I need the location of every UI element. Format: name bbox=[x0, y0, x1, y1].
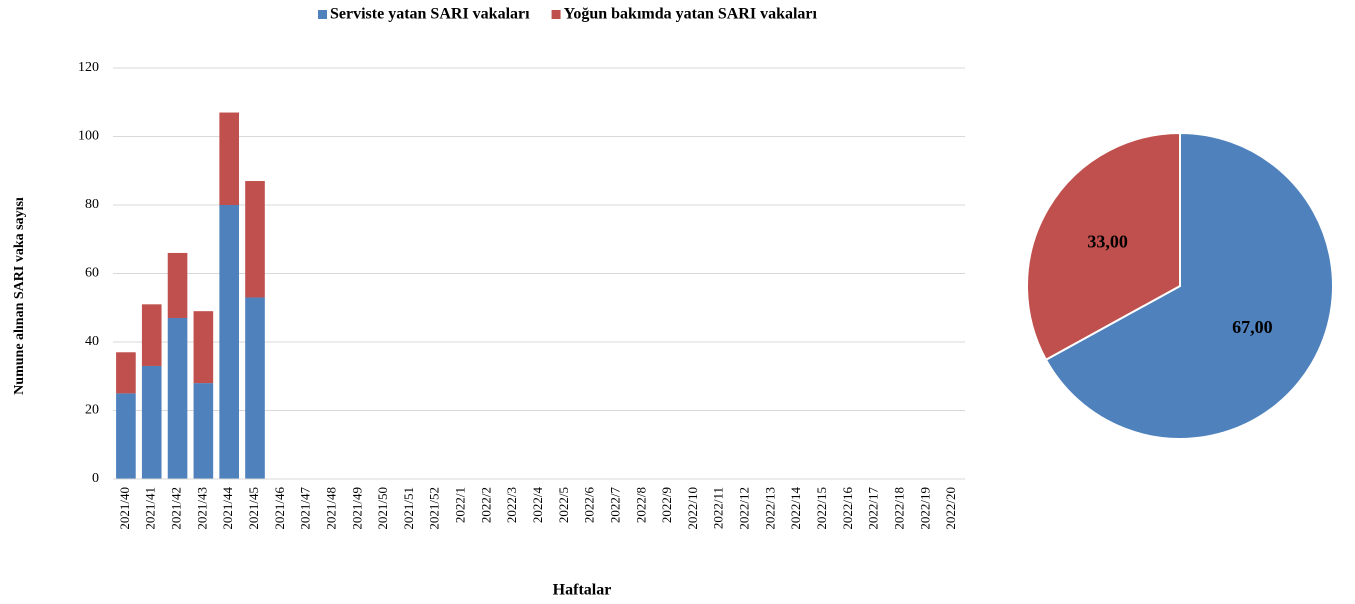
x-tick-label: 2021/47 bbox=[298, 487, 313, 530]
pie-slice bbox=[1044, 131, 1334, 440]
bar bbox=[245, 181, 265, 298]
x-tick-label: 2022/17 bbox=[866, 487, 881, 530]
x-tick-label: 2022/6 bbox=[582, 487, 597, 524]
bar bbox=[219, 205, 239, 479]
x-tick-label: 2021/41 bbox=[143, 487, 158, 530]
legend-label: Serviste yatan SARI vakaları bbox=[330, 6, 530, 23]
x-tick-label: 2022/3 bbox=[504, 487, 519, 523]
y-axis-label: Numune alınan SARI vaka sayısı bbox=[12, 197, 27, 395]
x-tick-label: 2022/12 bbox=[737, 487, 752, 530]
pie-slice bbox=[1026, 131, 1181, 362]
y-tick-label: 20 bbox=[85, 403, 99, 418]
x-tick-label: 2022/5 bbox=[556, 487, 571, 523]
x-tick-label: 2022/15 bbox=[814, 487, 829, 530]
x-tick-label: 2022/20 bbox=[943, 487, 958, 530]
x-tick-label: 2022/1 bbox=[453, 487, 468, 523]
bar bbox=[245, 297, 265, 479]
x-tick-label: 2021/42 bbox=[169, 487, 184, 530]
bar bbox=[219, 112, 239, 205]
legend-label: Yoğun bakımda yatan SARI vakaları bbox=[564, 6, 818, 23]
y-tick-label: 0 bbox=[92, 471, 99, 486]
x-tick-label: 2022/9 bbox=[659, 487, 674, 523]
x-tick-label: 2021/40 bbox=[117, 487, 132, 530]
x-tick-label: 2022/7 bbox=[607, 487, 622, 524]
x-tick-label: 2022/14 bbox=[788, 487, 803, 530]
x-tick-label: 2022/2 bbox=[478, 487, 493, 523]
x-tick-label: 2021/45 bbox=[246, 487, 261, 530]
x-tick-label: 2021/52 bbox=[427, 487, 442, 530]
x-axis-label: Haftalar bbox=[553, 582, 612, 599]
y-tick-label: 40 bbox=[85, 334, 99, 349]
bar bbox=[193, 383, 214, 479]
x-tick-label: 2021/44 bbox=[220, 487, 235, 530]
x-tick-label: 2021/50 bbox=[375, 487, 390, 530]
y-tick-label: 100 bbox=[78, 129, 99, 144]
x-tick-label: 2022/4 bbox=[530, 487, 545, 524]
data-label: 67,00 bbox=[1232, 317, 1273, 337]
x-tick-label: 2021/46 bbox=[272, 487, 287, 530]
y-tick-label: 60 bbox=[85, 266, 99, 281]
y-tick-label: 120 bbox=[78, 60, 99, 75]
x-tick-label: 2022/10 bbox=[685, 487, 700, 530]
bar bbox=[116, 352, 136, 394]
bar bbox=[141, 304, 162, 366]
x-tick-label: 2022/18 bbox=[891, 487, 906, 530]
x-tick-label: 2022/19 bbox=[917, 487, 932, 530]
legend-swatch bbox=[318, 10, 327, 19]
y-tick-label: 80 bbox=[85, 197, 99, 212]
bar bbox=[193, 311, 214, 384]
x-tick-label: 2021/43 bbox=[194, 487, 209, 530]
x-tick-label: 2022/16 bbox=[840, 487, 855, 530]
x-tick-label: 2021/51 bbox=[401, 487, 416, 530]
data-label: 33,00 bbox=[1087, 231, 1128, 251]
bar bbox=[116, 393, 136, 479]
x-tick-label: 2021/48 bbox=[323, 487, 338, 530]
bar bbox=[141, 365, 162, 479]
legend-swatch bbox=[551, 10, 561, 19]
x-tick-label: 2021/49 bbox=[349, 487, 364, 530]
bar bbox=[167, 318, 188, 479]
bar bbox=[167, 252, 188, 319]
x-tick-label: 2022/8 bbox=[633, 487, 648, 523]
x-tick-label: 2022/11 bbox=[711, 487, 726, 529]
x-tick-label: 2022/13 bbox=[762, 487, 777, 530]
